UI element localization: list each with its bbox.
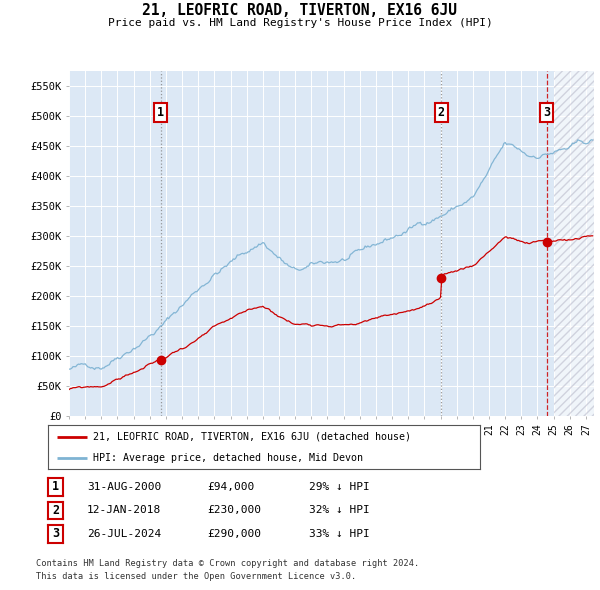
Text: 12-JAN-2018: 12-JAN-2018: [87, 506, 161, 515]
Text: 26-JUL-2024: 26-JUL-2024: [87, 529, 161, 539]
Text: £94,000: £94,000: [207, 482, 254, 491]
Text: 3: 3: [543, 106, 550, 119]
Text: £230,000: £230,000: [207, 506, 261, 515]
Text: 33% ↓ HPI: 33% ↓ HPI: [309, 529, 370, 539]
Text: Contains HM Land Registry data © Crown copyright and database right 2024.: Contains HM Land Registry data © Crown c…: [36, 559, 419, 568]
Text: 1: 1: [52, 480, 59, 493]
Text: 1: 1: [157, 106, 164, 119]
Text: This data is licensed under the Open Government Licence v3.0.: This data is licensed under the Open Gov…: [36, 572, 356, 581]
Text: 2: 2: [52, 504, 59, 517]
Text: 21, LEOFRIC ROAD, TIVERTON, EX16 6JU (detached house): 21, LEOFRIC ROAD, TIVERTON, EX16 6JU (de…: [94, 432, 412, 442]
Text: 32% ↓ HPI: 32% ↓ HPI: [309, 506, 370, 515]
Text: 29% ↓ HPI: 29% ↓ HPI: [309, 482, 370, 491]
Text: 2: 2: [437, 106, 445, 119]
Text: £290,000: £290,000: [207, 529, 261, 539]
Text: Price paid vs. HM Land Registry's House Price Index (HPI): Price paid vs. HM Land Registry's House …: [107, 18, 493, 28]
Text: 3: 3: [52, 527, 59, 540]
Text: 21, LEOFRIC ROAD, TIVERTON, EX16 6JU: 21, LEOFRIC ROAD, TIVERTON, EX16 6JU: [143, 2, 458, 18]
Text: HPI: Average price, detached house, Mid Devon: HPI: Average price, detached house, Mid …: [94, 453, 364, 463]
Text: 31-AUG-2000: 31-AUG-2000: [87, 482, 161, 491]
